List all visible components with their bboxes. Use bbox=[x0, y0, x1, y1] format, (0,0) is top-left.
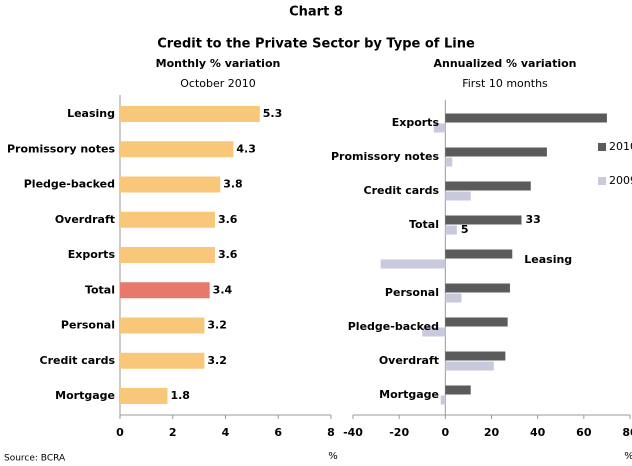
category-label: Credit cards bbox=[40, 354, 116, 367]
x-axis-label: % bbox=[328, 451, 338, 462]
panel-title: Monthly % variation bbox=[156, 57, 281, 70]
bar bbox=[445, 181, 531, 191]
x-tick-label: 6 bbox=[274, 426, 282, 439]
category-label: Exports bbox=[392, 116, 440, 129]
x-tick-label: 0 bbox=[116, 426, 124, 439]
bar bbox=[120, 352, 205, 369]
category-label: Credit cards bbox=[364, 184, 440, 197]
x-tick-label: 20 bbox=[484, 426, 500, 439]
x-tick-label: 60 bbox=[576, 426, 592, 439]
value-label: 3.8 bbox=[223, 178, 243, 191]
chart-subtitle: Credit to the Private Sector by Type of … bbox=[157, 37, 475, 52]
bar bbox=[120, 317, 205, 334]
value-label: 1.8 bbox=[170, 389, 190, 402]
bar bbox=[445, 147, 547, 157]
x-tick-label: 2 bbox=[169, 426, 177, 439]
x-tick-label: 8 bbox=[327, 426, 335, 439]
category-label: Pledge-backed bbox=[348, 320, 439, 333]
bar bbox=[120, 247, 215, 263]
bar bbox=[445, 385, 471, 395]
bar bbox=[445, 351, 506, 361]
panel-subtitle: First 10 months bbox=[462, 77, 548, 90]
bar bbox=[445, 317, 508, 327]
category-label: Exports bbox=[68, 248, 116, 261]
category-label: Overdraft bbox=[55, 213, 115, 226]
category-label: Leasing bbox=[524, 253, 572, 266]
category-label: Total bbox=[85, 283, 115, 296]
panel-subtitle: October 2010 bbox=[180, 77, 256, 90]
bar bbox=[120, 282, 210, 299]
bar bbox=[445, 249, 513, 259]
category-label: Pledge-backed bbox=[24, 178, 115, 191]
bar bbox=[422, 327, 446, 337]
category-label: Promissory notes bbox=[7, 142, 115, 155]
category-label: Leasing bbox=[67, 107, 115, 120]
source: Source: BCRA bbox=[4, 454, 66, 464]
bar bbox=[120, 388, 168, 404]
category-label: Mortgage bbox=[379, 388, 439, 401]
x-tick-label: 0 bbox=[442, 426, 450, 439]
bar bbox=[445, 283, 510, 293]
bar bbox=[445, 113, 607, 123]
value-label: 5.3 bbox=[263, 107, 283, 120]
panel-title: Annualized % variation bbox=[433, 57, 576, 70]
bar bbox=[120, 211, 215, 228]
bar bbox=[120, 176, 221, 193]
x-axis-label: % bbox=[624, 451, 632, 462]
value-label: 3.2 bbox=[207, 319, 227, 332]
value-label: 3.2 bbox=[207, 354, 227, 367]
value-label: 4.3 bbox=[236, 142, 256, 155]
bar bbox=[380, 259, 446, 269]
legend-swatch bbox=[598, 177, 606, 185]
bar bbox=[120, 141, 234, 158]
legend-label: 2009 bbox=[609, 174, 632, 187]
legend-swatch bbox=[598, 143, 606, 151]
legend-label: 2010 bbox=[609, 140, 632, 153]
category-label: Promissory notes bbox=[331, 150, 439, 163]
bar bbox=[120, 106, 260, 122]
chart-title: Chart 8 bbox=[289, 5, 343, 20]
value-label: 3.6 bbox=[218, 248, 238, 261]
x-tick-label: 80 bbox=[622, 426, 632, 439]
category-label: Total bbox=[409, 218, 439, 231]
category-label: Personal bbox=[61, 319, 115, 332]
bar bbox=[440, 395, 446, 405]
bar bbox=[445, 361, 494, 371]
bar bbox=[445, 191, 471, 201]
value-label: 5 bbox=[461, 223, 469, 236]
bar bbox=[445, 225, 457, 235]
value-label: 3.4 bbox=[213, 283, 233, 296]
x-tick-label: 40 bbox=[530, 426, 546, 439]
category-label: Overdraft bbox=[379, 354, 439, 367]
bar bbox=[445, 293, 462, 303]
x-tick-label: -20 bbox=[389, 426, 409, 439]
x-tick-label: -40 bbox=[343, 426, 363, 439]
category-label: Mortgage bbox=[55, 389, 115, 402]
x-tick-label: 4 bbox=[222, 426, 230, 439]
bar bbox=[445, 157, 453, 167]
value-label: 33 bbox=[526, 213, 541, 226]
bar bbox=[445, 215, 522, 225]
value-label: 3.6 bbox=[218, 213, 238, 226]
category-label: Personal bbox=[385, 286, 439, 299]
bar bbox=[433, 123, 446, 133]
